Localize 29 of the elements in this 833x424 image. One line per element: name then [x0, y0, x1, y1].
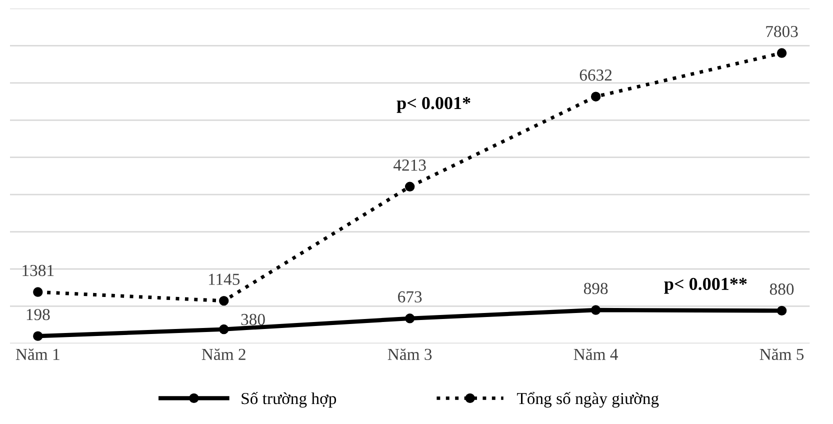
- x-tick-label: Năm 4: [574, 348, 618, 360]
- point: [776, 48, 787, 58]
- point: [404, 314, 415, 324]
- point: [219, 324, 229, 334]
- data-label: 198: [26, 308, 50, 320]
- point: [590, 92, 601, 102]
- legend-label: Số trường hợp: [242, 392, 336, 408]
- data-label: 898: [584, 282, 608, 294]
- data-label: 880: [770, 284, 794, 295]
- annotation: p< 0.001**: [664, 278, 747, 294]
- data-label: 4213: [393, 160, 426, 171]
- data-label: 1381: [22, 264, 54, 276]
- data-label: 380: [241, 314, 265, 326]
- data-label: 1145: [208, 274, 240, 285]
- point: [33, 287, 43, 297]
- point: [404, 182, 415, 192]
- point: [33, 331, 43, 341]
- point: [776, 306, 787, 316]
- data-label: 673: [398, 291, 422, 303]
- annotation: p< 0.001*: [396, 96, 470, 113]
- x-tick-label: Năm 1: [16, 348, 60, 360]
- data-label: 6632: [580, 70, 612, 81]
- x-tick-label: Năm 2: [202, 348, 246, 360]
- data-label: 7803: [766, 26, 798, 38]
- point: [219, 296, 229, 306]
- x-tick-label: Năm 5: [760, 348, 804, 360]
- point: [590, 305, 601, 315]
- x-tick-label: Năm 3: [388, 348, 432, 360]
- legend-label: Tổng số ngày giường: [517, 392, 659, 408]
